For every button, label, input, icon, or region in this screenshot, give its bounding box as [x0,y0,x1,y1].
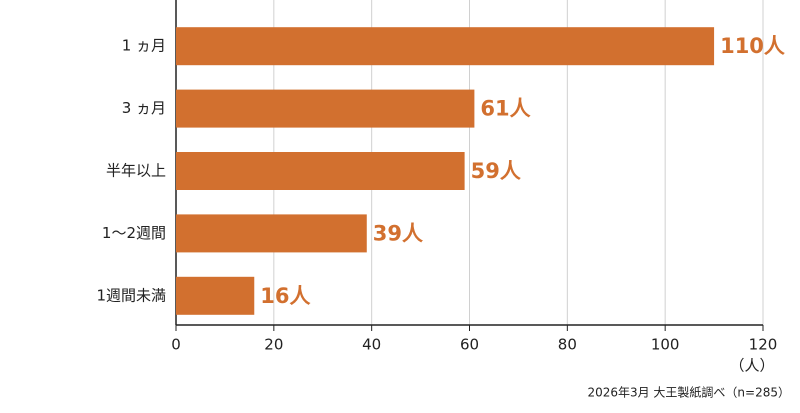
x-axis-label: （人） [729,357,774,375]
y-tick-label: 3 ヵ月 [122,99,166,117]
bar [176,152,465,190]
x-tick-label: 40 [362,336,381,354]
x-tick-label: 120 [749,336,778,354]
bar [176,27,715,66]
source-note: 2026年3月 大王製紙調べ（n=285） [587,385,790,400]
x-tick-label: 100 [651,336,680,354]
value-label: 110人 [720,34,785,58]
bar [176,214,367,253]
x-tick-label: 80 [558,336,577,354]
value-label: 16人 [260,284,310,308]
value-label: 61人 [480,97,530,121]
bar [176,89,475,128]
y-tick-label: 1週間未満 [96,286,166,304]
y-tick-label: 1 ヵ月 [122,37,166,55]
bar [176,276,255,315]
value-label: 39人 [373,221,423,245]
x-tick-label: 0 [171,336,181,354]
x-tick-label: 20 [264,336,283,354]
value-label: 59人 [471,159,521,183]
y-tick-label: 半年以上 [106,162,166,180]
y-tick-label: 1〜2週間 [102,224,166,242]
x-tick-label: 60 [460,336,479,354]
